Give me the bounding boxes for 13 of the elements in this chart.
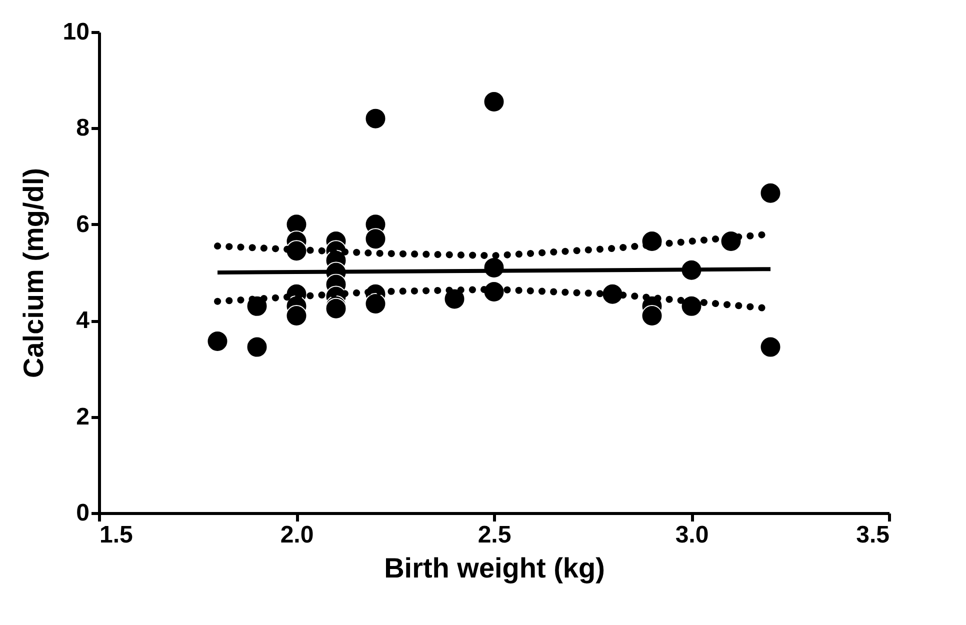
y-axis-title: Calcium (mg/dl) bbox=[18, 168, 49, 378]
y-tick-label: 0 bbox=[76, 500, 90, 526]
x-tick-label: 3.0 bbox=[675, 522, 709, 548]
y-tick-label: 8 bbox=[76, 114, 90, 142]
x-tick-label: 3.5 bbox=[856, 522, 890, 548]
y-tick-label: 2 bbox=[76, 403, 90, 430]
y-tick-label: 6 bbox=[76, 210, 90, 238]
x-tick-label: 2.0 bbox=[280, 522, 314, 548]
x-tick-label: 1.5 bbox=[100, 522, 133, 548]
x-axis-title: Birth weight (kg) bbox=[384, 552, 605, 584]
y-tick-label: 4 bbox=[76, 307, 90, 334]
y-tick-label: 10 bbox=[62, 18, 90, 46]
x-tick-label: 2.5 bbox=[478, 522, 512, 548]
